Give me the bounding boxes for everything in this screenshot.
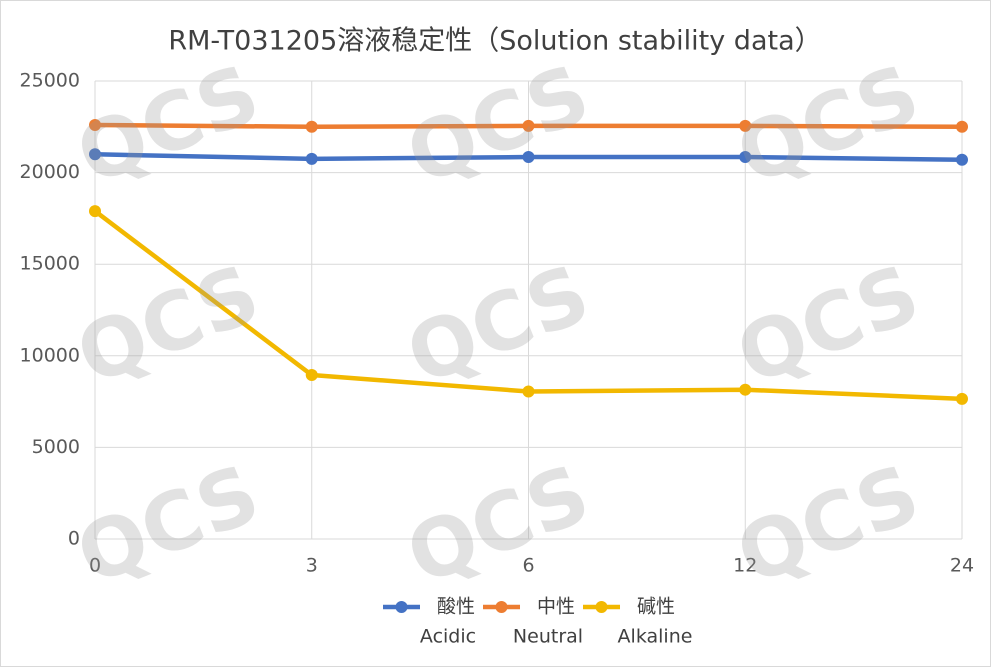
point xyxy=(739,119,752,132)
y-tick-label: 5000 xyxy=(32,436,80,458)
legend-label: 酸性 xyxy=(437,596,475,618)
x-tick-label: 3 xyxy=(306,555,318,577)
point xyxy=(739,151,752,164)
x-tick-label: 12 xyxy=(733,555,757,577)
x-tick-label: 6 xyxy=(522,555,534,577)
legend-label: 碱性 xyxy=(637,596,675,618)
y-tick-label: 25000 xyxy=(20,70,80,92)
point xyxy=(89,148,101,161)
chart-title: RM-T031205溶液稳定性（Solution stability data） xyxy=(168,26,821,57)
point xyxy=(89,205,101,218)
legend-marker xyxy=(395,601,408,613)
y-tick-label: 20000 xyxy=(20,161,80,183)
point xyxy=(522,151,535,164)
legend-label-en: Alkaline xyxy=(618,626,693,648)
y-tick-label: 10000 xyxy=(20,344,80,366)
point xyxy=(305,152,318,165)
legend-marker xyxy=(595,601,608,613)
y-tick-label: 15000 xyxy=(20,253,80,275)
point xyxy=(739,383,752,396)
y-tick-label: 0 xyxy=(68,528,80,550)
x-tick-label: 24 xyxy=(950,555,974,577)
legend-label-en: Acidic xyxy=(420,626,476,648)
legend-label: 中性 xyxy=(537,596,575,618)
point xyxy=(956,153,968,166)
point xyxy=(956,392,968,405)
point xyxy=(305,120,318,133)
point xyxy=(956,120,968,133)
point xyxy=(522,119,535,132)
point xyxy=(305,369,318,382)
point xyxy=(89,118,101,131)
point xyxy=(522,385,535,398)
legend-label-en: Neutral xyxy=(513,626,583,648)
legend-marker xyxy=(495,601,508,613)
x-tick-label: 0 xyxy=(89,555,101,577)
